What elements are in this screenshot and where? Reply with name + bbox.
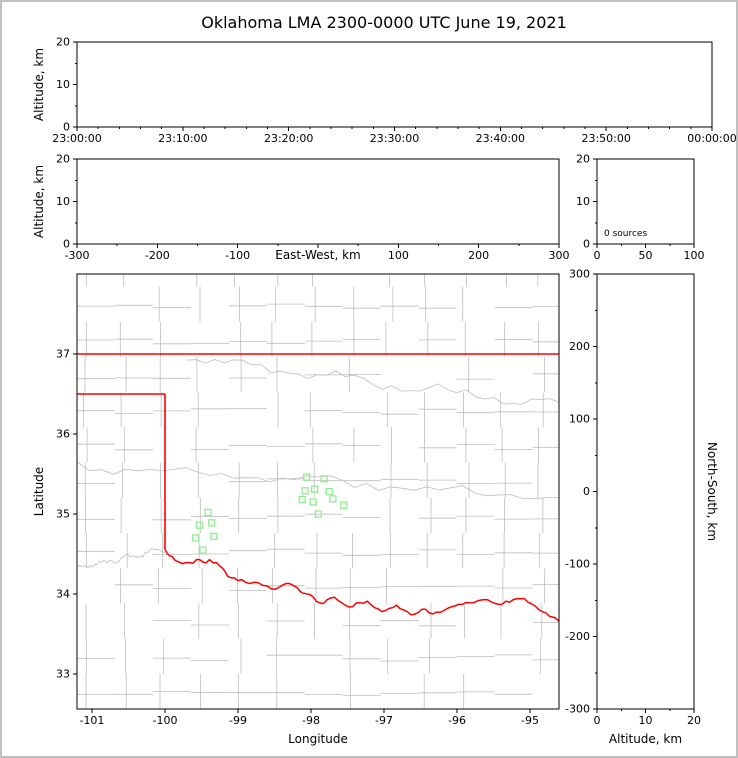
ns-height-y-tick-label: -200 — [565, 630, 590, 643]
plan-view-y-tick-label: 33 — [56, 668, 70, 681]
ew-height-x-tick-label: -200 — [145, 249, 170, 262]
lma-station-marker — [340, 501, 348, 509]
ew-height-x-tick-label: -300 — [65, 249, 90, 262]
ew-height-x-tick-label: 300 — [549, 249, 570, 262]
time-height-x-tick-label: 23:40:00 — [476, 132, 525, 145]
plan-view-x-tick-label: -100 — [152, 714, 177, 727]
time-height-x-tick-label: 23:20:00 — [264, 132, 313, 145]
time-height-y-tick-label: 20 — [56, 36, 70, 49]
plan-view-frame — [76, 273, 560, 710]
plan-view-y-tick-label: 37 — [56, 348, 70, 361]
lma-station-marker — [195, 521, 203, 529]
time-height-y-tick-label: 10 — [56, 78, 70, 91]
lma-station-marker — [191, 534, 200, 542]
time-height-x-tick-label: 23:30:00 — [370, 132, 419, 145]
time-height-x-tick-label: 23:50:00 — [581, 132, 630, 145]
plan-view-x-tick-label: -101 — [79, 714, 104, 727]
river-line — [186, 358, 559, 405]
ew-height-y-tick-label: 20 — [56, 153, 70, 166]
ns-height-xlabel: Altitude, km — [609, 732, 682, 746]
lma-station-marker — [302, 473, 311, 481]
plan-view-x-tick-label: -95 — [521, 714, 539, 727]
ew-height-x-tick-label: -100 — [225, 249, 250, 262]
ew-height-xlabel: East-West, km — [275, 248, 361, 262]
lma-station-marker — [310, 485, 319, 493]
ns-height-x-tick-label: 0 — [594, 714, 601, 727]
panel-ns-height: 0 10 20 -300 -200 -100 0 100 200 300 North-South, … — [565, 268, 719, 747]
ns-height-y-tick-label: 0 — [583, 485, 590, 498]
lma-station-marker — [208, 519, 216, 527]
ew-height-x-tick-label: 100 — [388, 249, 409, 262]
lma-station-marker — [329, 495, 337, 503]
time-height-x-tick-label: 00:00:00 — [687, 132, 736, 145]
ew-height-x-tick-label: 200 — [468, 249, 489, 262]
ns-height-y-tick-label: -300 — [565, 703, 590, 716]
ns-height-frame — [596, 273, 695, 710]
plan-view-y-tick-label: 34 — [56, 588, 70, 601]
county-boundaries — [77, 274, 559, 709]
alt-histogram-x-tick-label: 50 — [639, 249, 653, 262]
plan-view-xlabel: Longitude — [288, 732, 348, 746]
ns-height-y-tick-label: 200 — [569, 340, 590, 353]
plan-view-ylabel: Latitude — [32, 467, 46, 516]
lma-station-marker — [204, 508, 212, 517]
lma-station-marker — [309, 498, 317, 506]
panel-alt-histogram: 0 50 100 0 10 20 0 sources — [576, 153, 705, 263]
ns-height-y-tick-label: 100 — [569, 413, 590, 426]
time-height-x-tick-label: 23:10:00 — [158, 132, 207, 145]
time-height-frame — [76, 41, 713, 128]
ew-height-ylabel: Altitude, km — [32, 165, 46, 238]
ns-height-y-tick-label: 300 — [569, 268, 590, 281]
ns-height-y-tick-label: -100 — [565, 558, 590, 571]
ew-height-y-tick-label: 10 — [56, 195, 70, 208]
alt-histogram-y-tick-label: 20 — [576, 153, 590, 166]
river-line — [77, 547, 166, 568]
lma-station-marker — [199, 546, 207, 554]
time-height-y-tick-label: 0 — [63, 121, 70, 134]
red-river-border — [164, 548, 559, 622]
lma-station-marker — [298, 495, 306, 504]
lma-station-marker — [210, 532, 218, 541]
lma-station-marker — [320, 475, 328, 483]
panel-plan-view: -101 -100 -99 -98 -97 -96 -95 33 34 35 36 37 Latitud… — [32, 273, 560, 746]
plan-view-y-tick-label: 36 — [56, 428, 70, 441]
ns-height-x-tick-label: 20 — [687, 714, 701, 727]
time-height-x-tick-label: 23:00:00 — [52, 132, 101, 145]
map-layer — [77, 274, 559, 709]
plan-view-x-tick-label: -97 — [375, 714, 393, 727]
ew-height-y-tick-label: 0 — [63, 238, 70, 251]
plan-view-y-tick-label: 35 — [56, 508, 70, 521]
time-height-ylabel: Altitude, km — [32, 48, 46, 121]
ew-height-frame — [76, 158, 560, 245]
ns-height-x-tick-label: 10 — [639, 714, 653, 727]
plan-view-x-tick-label: -96 — [448, 714, 466, 727]
lma-station-marker — [325, 487, 333, 496]
figure-title: Oklahoma LMA 2300-0000 UTC June 19, 2021 — [201, 13, 567, 32]
sources-count-label: 0 sources — [604, 229, 647, 239]
plan-view-x-tick-label: -99 — [229, 714, 247, 727]
lma-station-marker — [301, 487, 309, 495]
lma-station-marker — [314, 510, 322, 518]
alt-histogram-x-tick-label: 0 — [594, 249, 601, 262]
alt-histogram-y-tick-label: 10 — [576, 195, 590, 208]
alt-histogram-x-tick-label: 100 — [684, 249, 705, 262]
alt-histogram-y-tick-label: 0 — [583, 238, 590, 251]
river-line — [77, 461, 559, 500]
panel-ew-height: -300 -200 -100 100 200 300 0 10 20 Altitude, km Ea… — [32, 153, 570, 263]
panel-time-height: 23:00:00 23:10:00 23:20:00 23:30:00 23:40:00… — [32, 36, 736, 146]
ns-height-ylabel: North-South, km — [705, 442, 719, 541]
plan-view-x-tick-label: -98 — [302, 714, 320, 727]
